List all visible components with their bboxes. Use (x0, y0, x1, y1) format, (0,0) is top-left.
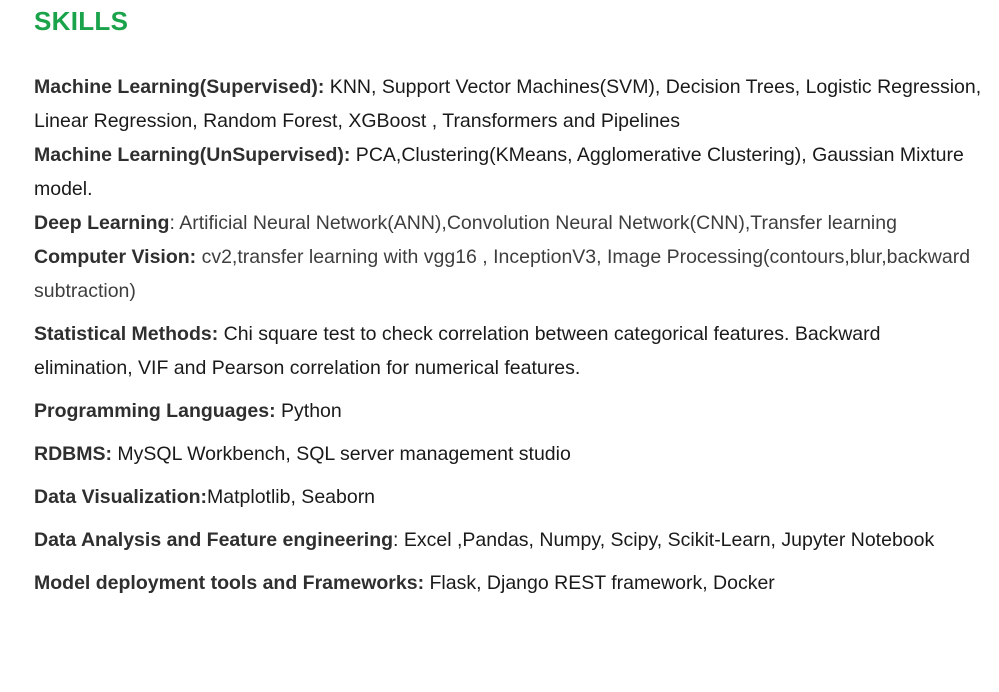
skill-item-ml-supervised: Machine Learning(Supervised): KNN, Suppo… (34, 70, 984, 138)
skills-list: Machine Learning(Supervised): KNN, Suppo… (34, 70, 984, 600)
skill-label: Statistical Methods: (34, 323, 219, 345)
skill-label: Data Visualization: (34, 486, 208, 508)
skill-value: Flask, Django REST framework, Docker (424, 572, 775, 594)
skill-value: cv2,transfer learning with vgg16 , Incep… (34, 246, 971, 302)
skill-label: Computer Vision: (34, 246, 197, 268)
skill-value: Python (275, 400, 342, 422)
skill-label: Programming Languages: (34, 400, 276, 422)
skill-value: KNN, Support Vector Machines(SVM), Decis… (34, 76, 982, 132)
skill-label: Machine Learning(Supervised): (34, 76, 325, 98)
skill-value: Chi square test to check correlation bet… (34, 323, 881, 379)
skill-value: PCA,Clustering(KMeans, Agglomerative Clu… (34, 144, 964, 200)
skill-label: Deep Learning (34, 212, 170, 234)
skill-item-model-deployment: Model deployment tools and Frameworks: F… (34, 566, 984, 600)
skill-value: : Artificial Neural Network(ANN),Convolu… (169, 212, 897, 234)
skill-item-computer-vision: Computer Vision: cv2,transfer learning w… (34, 240, 984, 308)
skill-value: : Excel ,Pandas, Numpy, Scipy, Scikit-Le… (393, 529, 935, 551)
skill-label: Model deployment tools and Frameworks: (34, 572, 425, 594)
skill-item-deep-learning: Deep Learning: Artificial Neural Network… (34, 206, 984, 240)
skill-item-statistical-methods: Statistical Methods: Chi square test to … (34, 317, 984, 385)
skill-item-programming-languages: Programming Languages: Python (34, 394, 984, 428)
skill-item-data-analysis: Data Analysis and Feature engineering: E… (34, 523, 984, 557)
skill-label: RDBMS: (34, 443, 112, 465)
skill-item-data-visualization: Data Visualization:Matplotlib, Seaborn (34, 480, 984, 514)
skill-value: Matplotlib, Seaborn (207, 486, 376, 508)
skill-item-rdbms: RDBMS: MySQL Workbench, SQL server manag… (34, 437, 984, 471)
section-heading-skills: SKILLS (34, 6, 129, 36)
skill-label: Machine Learning(UnSupervised): (34, 144, 351, 166)
skill-value: MySQL Workbench, SQL server management s… (112, 443, 571, 465)
skill-item-ml-unsupervised: Machine Learning(UnSupervised): PCA,Clus… (34, 138, 984, 206)
skill-label: Data Analysis and Feature engineering (34, 529, 394, 551)
